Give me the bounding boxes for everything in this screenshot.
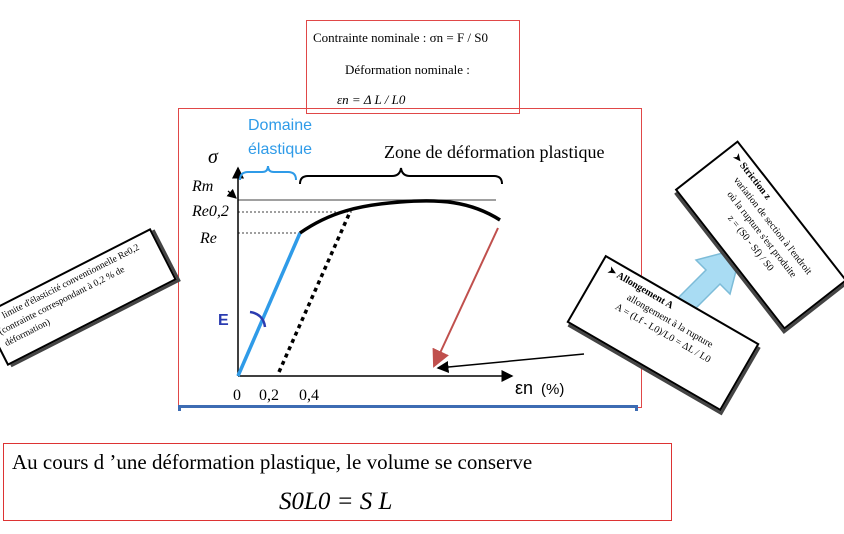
fracture-line	[432, 227, 499, 368]
x-axis-label: εn	[515, 378, 533, 398]
x-axis-unit: (%)	[541, 381, 564, 398]
re02-label: Re0,2	[191, 203, 229, 220]
nominal-formulas-box: Contrainte nominale : σn = F / S0 Déform…	[306, 20, 520, 114]
plastic-curve	[298, 199, 501, 235]
blue-bracket-bar	[178, 405, 638, 411]
rm-pointer	[226, 188, 237, 199]
elastic-brace	[239, 165, 297, 181]
nominal-stress-formula: Contrainte nominale : σn = F / S0	[313, 30, 489, 45]
zone-plastic-label: Zone de déformation plastique	[384, 142, 604, 162]
tick-0-4: 0,4	[299, 387, 319, 404]
rm-label: Rm	[191, 178, 213, 195]
volume-conservation-text: Au cours d ’une déformation plastique, l…	[12, 450, 533, 474]
plastic-brace	[299, 167, 503, 185]
domain-elastic-label-2: élastique	[248, 141, 312, 158]
re-label: Re	[199, 230, 217, 247]
nominal-strain-label: Déformation nominale :	[345, 62, 470, 77]
volume-conservation-box: Au cours d ’une déformation plastique, l…	[3, 443, 672, 521]
nominal-strain-formula: εn = Δ L / L0	[337, 92, 406, 107]
elastic-line	[236, 232, 302, 377]
offset-line	[277, 211, 352, 373]
modulus-arc	[249, 310, 267, 328]
e-label: E	[218, 312, 229, 329]
tick-0: 0	[233, 387, 241, 404]
allongement-pointer	[436, 353, 585, 373]
volume-conservation-formula: S0L0 = S L	[279, 488, 393, 515]
domain-elastic-label-1: Domaine	[248, 117, 312, 134]
sigma-label: σ	[208, 146, 219, 168]
tick-0-2: 0,2	[259, 387, 279, 404]
